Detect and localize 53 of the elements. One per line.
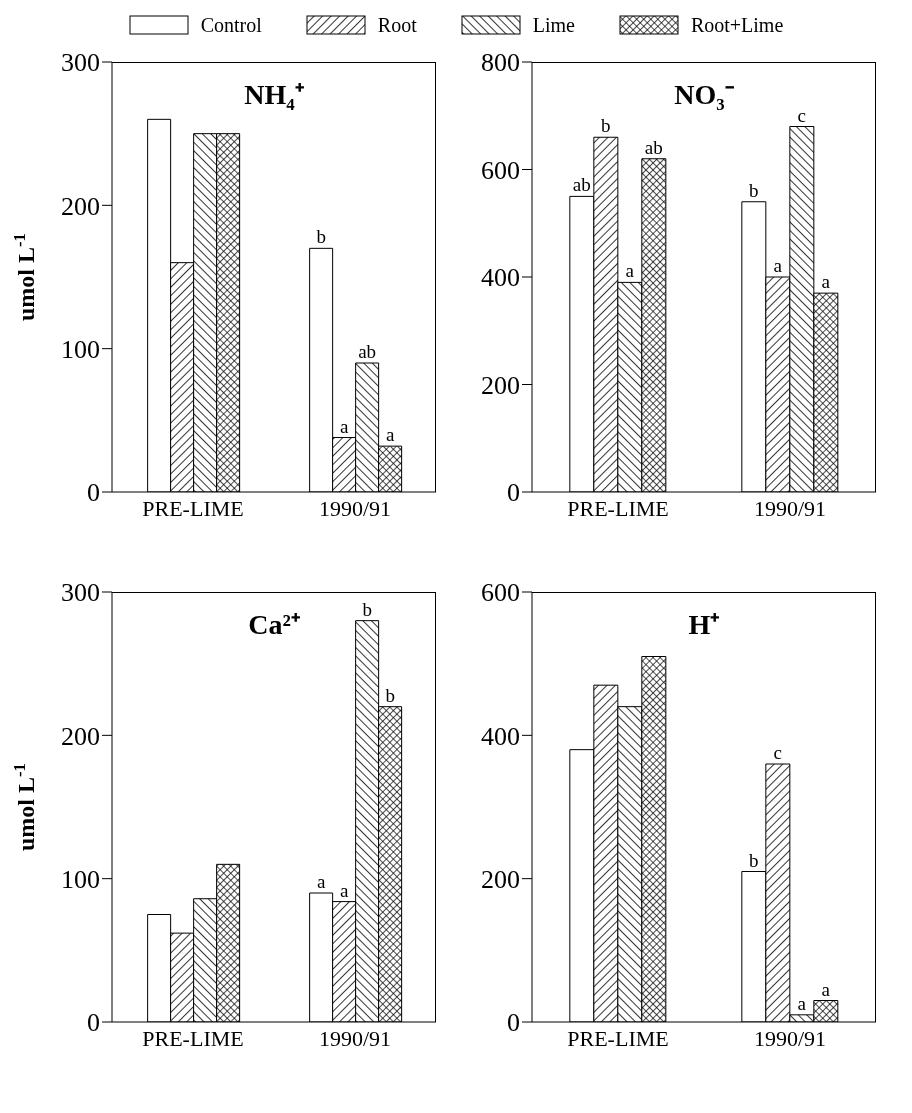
- y-tick-label: 100: [61, 864, 100, 894]
- y-tick-label: 600: [481, 155, 520, 185]
- legend-label: Root: [377, 13, 417, 37]
- data-label: b: [749, 179, 759, 201]
- data-label: b: [601, 115, 611, 137]
- y-tick-label: 0: [87, 478, 100, 508]
- x-tick-label: PRE-LIME: [142, 495, 244, 521]
- data-label: a: [821, 271, 831, 293]
- data-label: ab: [358, 341, 377, 362]
- data-label: b: [362, 598, 372, 620]
- legend-label: Control: [200, 13, 262, 37]
- data-label: a: [773, 255, 783, 276]
- data-label: ab: [644, 136, 663, 158]
- y-tick-label: 0: [507, 1008, 520, 1038]
- y-tick-label: 0: [87, 1008, 100, 1038]
- x-tick-label: PRE-LIME: [567, 1025, 669, 1051]
- x-tick-label: 1990/91: [753, 1025, 827, 1051]
- data-label: a: [339, 415, 349, 437]
- y-tick-label: 200: [481, 370, 520, 400]
- data-label: a: [797, 992, 807, 1014]
- y-tick-label: 0: [507, 478, 520, 508]
- data-label: b: [316, 226, 326, 248]
- y-tick-label: 400: [481, 263, 520, 293]
- y-tick-label: 300: [61, 578, 100, 608]
- x-tick-label: 1990/91: [318, 1025, 392, 1051]
- y-tick-label: 200: [61, 721, 100, 751]
- data-label: a: [385, 424, 395, 446]
- text: Ca²⁺: [248, 609, 300, 640]
- data-label: a: [625, 260, 635, 282]
- data-label: b: [749, 849, 759, 871]
- y-tick-label: 100: [61, 334, 100, 364]
- data-label: c: [773, 742, 783, 763]
- x-tick-label: 1990/91: [753, 495, 827, 521]
- x-tick-label: 1990/91: [318, 495, 392, 521]
- y-tick-label: 200: [481, 864, 520, 894]
- data-label: ab: [572, 174, 591, 196]
- text: NO₃⁻: [674, 79, 734, 110]
- text: H⁺: [687, 608, 721, 642]
- x-tick-label: PRE-LIME: [567, 495, 669, 521]
- y-tick-label: 800: [481, 48, 520, 78]
- y-tick-label: 200: [61, 191, 100, 221]
- y-tick-label: 400: [481, 721, 520, 751]
- x-tick-label: PRE-LIME: [142, 1025, 244, 1051]
- data-label: a: [316, 871, 326, 892]
- data-label: a: [821, 978, 831, 1000]
- data-label: a: [339, 879, 349, 901]
- data-label: b: [385, 684, 395, 706]
- text: NH₄⁺: [243, 78, 305, 112]
- data-label: c: [797, 104, 807, 126]
- legend-label: Lime: [532, 13, 575, 37]
- legend-label: Root+Lime: [690, 13, 784, 37]
- y-tick-label: 600: [481, 578, 520, 608]
- y-tick-label: 300: [61, 48, 100, 78]
